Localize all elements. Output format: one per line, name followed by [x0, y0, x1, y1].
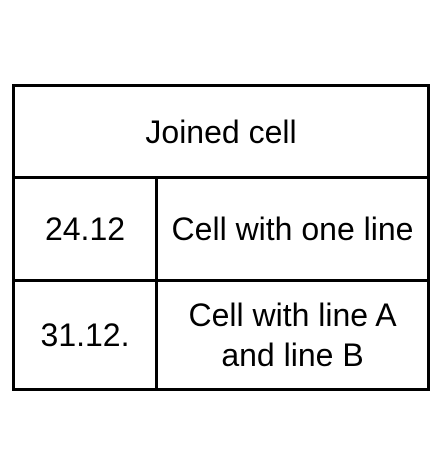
- joined-header-cell: Joined cell: [145, 113, 297, 150]
- multiline-text: Cell with line A and line B: [188, 295, 396, 375]
- table-row: 24.12 Cell with one line: [15, 179, 427, 282]
- text-cell: Cell with one line: [158, 179, 427, 279]
- table-row: 31.12. Cell with line A and line B: [15, 282, 427, 388]
- date-cell: 31.12.: [15, 282, 158, 388]
- text-cell-line: Cell with line A: [188, 297, 397, 333]
- text-cell-line: and line B: [221, 337, 364, 373]
- text-cell-line: Cell with one line: [171, 211, 414, 247]
- joined-cell-table: Joined cell 24.12 Cell with one line 31.…: [12, 84, 430, 391]
- table-header-row: Joined cell: [15, 87, 427, 179]
- date-cell: 24.12: [15, 179, 158, 279]
- text-cell: Cell with line A and line B: [158, 282, 427, 388]
